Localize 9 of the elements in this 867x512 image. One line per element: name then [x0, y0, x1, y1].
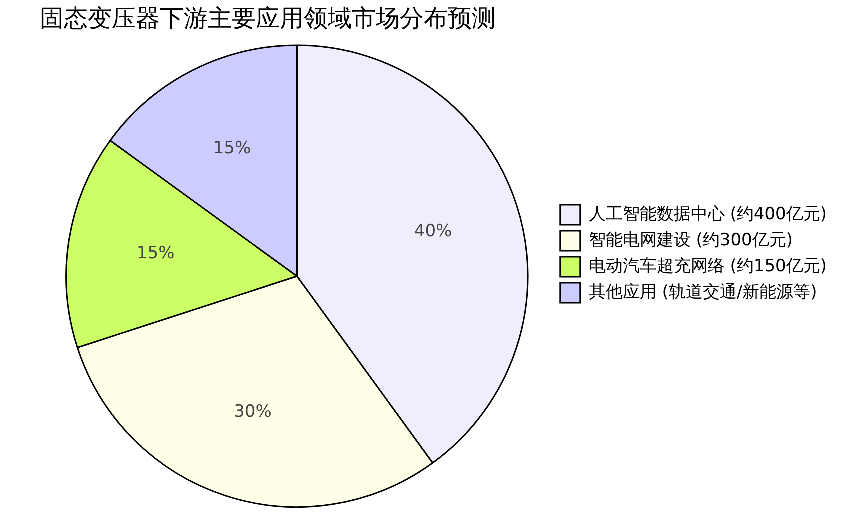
legend-label: 其他应用 (轨道交通/新能源等)	[588, 282, 818, 302]
data-label: 30%	[234, 402, 272, 422]
legend-label: 智能电网建设 (约300亿元)	[588, 230, 794, 250]
data-label: 15%	[136, 243, 175, 264]
data-label: 15%	[213, 138, 252, 158]
legend-label: 人工智能数据中心 (约400亿元)	[588, 204, 828, 224]
chart-title: 固态变压器下游主要应用领域市场分布预测	[40, 4, 496, 33]
legend-label: 电动汽车超充网络 (约150亿元)	[588, 256, 828, 276]
data-label: 40%	[414, 222, 452, 242]
